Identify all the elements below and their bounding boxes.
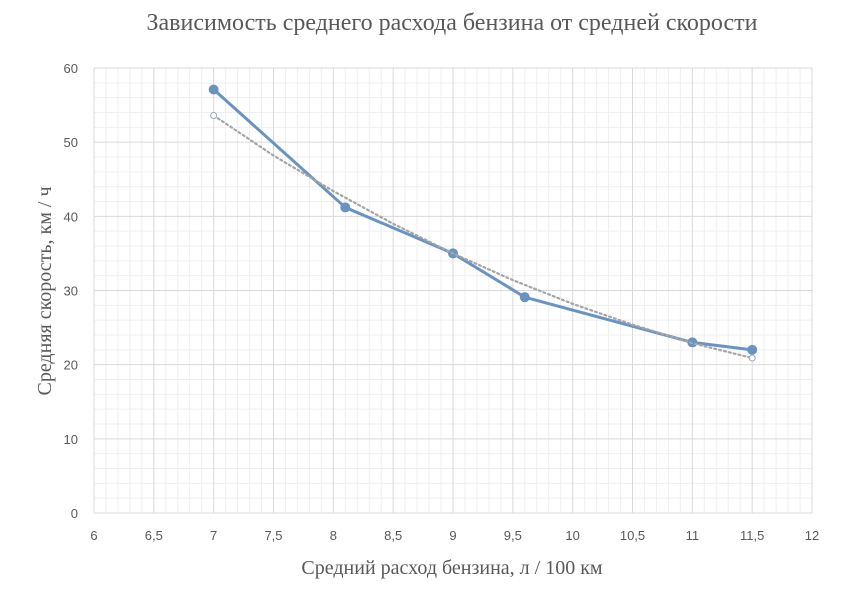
- data-point: [208, 84, 219, 95]
- x-tick-label: 12: [805, 528, 819, 543]
- y-tick-labels: 0 10 20 30 40 50 60: [64, 61, 78, 521]
- x-tick-label: 7,5: [264, 528, 282, 543]
- x-tick-label: 9: [449, 528, 456, 543]
- x-tick-label: 8,5: [384, 528, 402, 543]
- data-point: [340, 202, 351, 213]
- y-tick-label: 10: [64, 432, 78, 447]
- y-tick-label: 0: [71, 506, 78, 521]
- y-tick-label: 20: [64, 358, 78, 373]
- x-tick-labels: 6 6,5 7 7,5 8 8,5 9 9,5 10 10,5 11 11,5 12: [90, 528, 819, 543]
- trendline-end-marker: [210, 111, 218, 119]
- x-tick-label: 10,5: [620, 528, 645, 543]
- x-axis-label: Средний расход бензина, л / 100 км: [301, 557, 602, 579]
- trendline-end-marker: [748, 354, 756, 362]
- x-tick-label: 7: [210, 528, 217, 543]
- x-tick-label: 11: [686, 528, 700, 543]
- data-point: [519, 292, 530, 303]
- y-axis-label: Средняя скорость, км / ч: [34, 186, 56, 395]
- chart-title: Зависимость среднего расхода бензина от …: [146, 10, 757, 36]
- y-tick-label: 40: [64, 209, 78, 224]
- y-tick-label: 60: [64, 61, 78, 76]
- y-tick-label: 50: [64, 135, 78, 150]
- y-tick-label: 30: [64, 284, 78, 299]
- x-tick-label: 9,5: [504, 528, 522, 543]
- x-tick-label: 6,5: [145, 528, 163, 543]
- x-tick-label: 10: [565, 528, 579, 543]
- major-gridlines: [93, 67, 813, 514]
- data-series: [208, 84, 758, 362]
- trendline: [212, 114, 754, 360]
- x-tick-label: 8: [330, 528, 337, 543]
- data-point: [747, 344, 758, 355]
- x-tick-label: 6: [90, 528, 97, 543]
- x-tick-label: 11,5: [740, 528, 764, 543]
- series-line: [212, 88, 753, 352]
